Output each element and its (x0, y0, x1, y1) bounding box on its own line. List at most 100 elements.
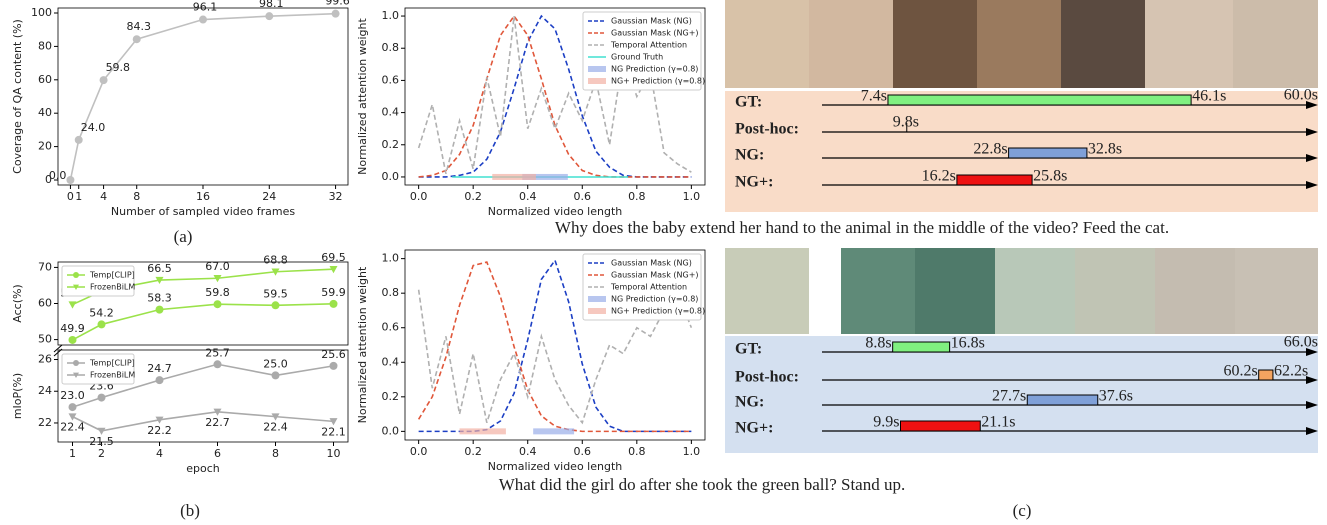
marker (97, 427, 106, 435)
data-label: 67.0 (205, 260, 230, 273)
x-axis-label: Number of sampled video frames (111, 205, 295, 218)
marker (68, 403, 77, 412)
x-tick-label: 4 (156, 447, 163, 460)
x-tick-label: 0.6 (574, 190, 592, 203)
series-line (417, 15, 692, 174)
end-label: 32.8s (1088, 141, 1122, 158)
y-axis-label: mIoP(%) (11, 373, 24, 419)
arrow-head (1306, 101, 1318, 109)
end-label: 37.6s (1099, 388, 1133, 405)
interval-bar (1008, 147, 1088, 159)
marker (73, 272, 79, 278)
plot-frame (404, 7, 706, 186)
marker (213, 408, 222, 416)
start-label: 9.9s (873, 414, 899, 431)
x-tick-label: 0.0 (410, 445, 428, 458)
marker (97, 320, 106, 329)
legend-label: FrozenBiLM (90, 371, 135, 380)
series-line (72, 363, 334, 408)
start-label: 16.2s (922, 168, 956, 185)
marker (213, 300, 222, 309)
start-label: 22.8s (973, 141, 1007, 158)
y-tick-label: 0.6 (382, 73, 400, 86)
end-label: 25.8s (1033, 168, 1067, 185)
marker (132, 35, 141, 44)
legend-label: FrozenBiLM (90, 283, 135, 292)
data-label: 59.5 (263, 287, 288, 300)
frame (995, 248, 1075, 334)
row-name: Post-hoc: (735, 369, 799, 386)
data-label: 25.6 (321, 348, 346, 361)
x-tick-label: 4 (100, 190, 107, 203)
marker (68, 413, 77, 421)
legend-label: NG+ Prediction (γ=0.8) (611, 77, 705, 86)
x-tick-label: 1.0 (683, 190, 701, 203)
point-label: 9.8s (893, 114, 919, 131)
marker (155, 416, 164, 424)
marker (155, 305, 164, 314)
arrow-head (1306, 154, 1318, 162)
prediction-band (492, 173, 536, 180)
x-tick-label: 0.4 (519, 190, 537, 203)
end-label: 16.8s (951, 335, 985, 352)
data-label: 49.9 (60, 322, 85, 335)
marker (213, 275, 222, 283)
data-label: 59.9 (321, 286, 346, 299)
data-label: 21.5 (89, 435, 114, 448)
arrow-head (1306, 376, 1318, 384)
marker (155, 376, 164, 385)
x-axis-label: Normalized video length (488, 460, 623, 473)
legend (582, 11, 702, 91)
interval-bar (1258, 369, 1274, 381)
legend-swatch (588, 308, 606, 314)
y-tick-label: 20 (38, 140, 52, 153)
interval-bar (900, 420, 981, 432)
data-label: 22.2 (147, 424, 172, 437)
y-axis-label: Normalized attention weight (356, 17, 369, 174)
prediction-band (459, 428, 506, 435)
y-tick-label: 0.2 (382, 138, 400, 151)
x-axis-label: Normalized video length (488, 205, 623, 218)
marker (331, 9, 340, 18)
marker (265, 12, 274, 21)
data-label: 25.7 (205, 346, 230, 359)
marker (155, 276, 164, 285)
x-tick-label: 0.0 (410, 190, 428, 203)
series-line (69, 12, 336, 181)
marker (199, 15, 207, 24)
row-name: NG: (735, 394, 764, 411)
legend-swatch (588, 296, 606, 302)
y-tick-label: 0 (45, 173, 52, 186)
x-tick-label: 0.8 (628, 190, 646, 203)
x-tick-label: 10 (327, 447, 341, 460)
data-label: 25.0 (263, 357, 288, 370)
frame (841, 248, 915, 334)
question: What did the girl do after she took the … (499, 475, 905, 494)
arrow-head (1306, 181, 1318, 189)
y-tick-label: 0.0 (382, 424, 400, 437)
series-line (417, 261, 692, 433)
y-tick-label: 24 (38, 384, 52, 397)
x-tick-label: 0.8 (628, 445, 646, 458)
legend (61, 265, 135, 297)
x-tick-label: 8 (133, 190, 140, 203)
row-name: GT: (735, 94, 762, 111)
series-line (72, 411, 334, 432)
y-axis-label: Coverage of QA content (%) (11, 19, 24, 174)
x-tick-label: 1.0 (683, 445, 701, 458)
x-tick-label: 1 (75, 190, 82, 203)
axis-break (53, 344, 63, 353)
y-tick-label: 1.0 (382, 252, 400, 265)
marker (68, 301, 77, 309)
question: Why does the baby extend her hand to the… (555, 218, 1169, 237)
marker (74, 135, 83, 144)
data-label: 24.7 (147, 362, 172, 375)
data-label: 69.5 (321, 251, 346, 264)
interval-bar (1026, 394, 1099, 406)
x-tick-label: 0.4 (519, 445, 537, 458)
marker (213, 360, 222, 369)
arrow-head (1306, 427, 1318, 435)
y-tick-label: 26 (38, 353, 52, 366)
marker (271, 413, 280, 421)
x-tick-label: 1 (69, 447, 76, 460)
